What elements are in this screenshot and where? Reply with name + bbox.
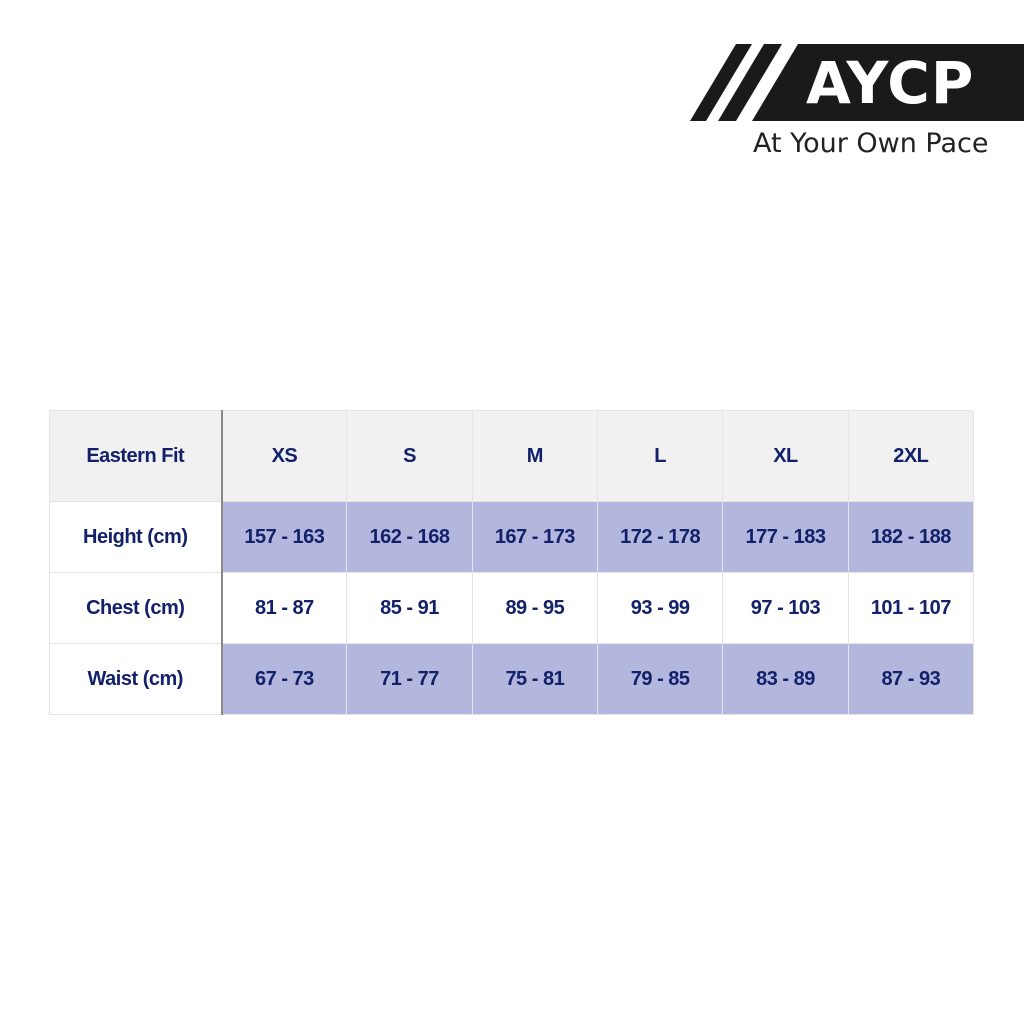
table-row-chest: Chest (cm) 81 - 87 85 - 91 89 - 95 93 - … <box>49 572 975 644</box>
table-cell: 83 - 89 <box>722 643 849 715</box>
table-cell: 97 - 103 <box>722 572 849 644</box>
table-cell: 177 - 183 <box>722 501 849 573</box>
table-cell: 101 - 107 <box>847 572 975 644</box>
table-cell: 75 - 81 <box>471 643 598 715</box>
logo-text: AYCP <box>806 49 975 117</box>
table-cell: 172 - 178 <box>596 501 724 573</box>
table-cell: 157 - 163 <box>220 501 348 573</box>
size-header: S <box>346 410 473 502</box>
table-cell: 167 - 173 <box>471 501 598 573</box>
row-label: Chest (cm) <box>49 572 223 644</box>
size-chart-table: Eastern Fit XS S M L XL 2XL Height (cm) … <box>49 410 975 715</box>
table-row-height: Height (cm) 157 - 163 162 - 168 167 - 17… <box>49 501 975 573</box>
size-header: XL <box>722 410 849 502</box>
table-cell: 81 - 87 <box>220 572 348 644</box>
brand-logo: AYCP <box>688 44 1024 122</box>
table-cell: 85 - 91 <box>346 572 473 644</box>
table-cell: 89 - 95 <box>471 572 598 644</box>
size-header: L <box>596 410 724 502</box>
table-cell: 71 - 77 <box>346 643 473 715</box>
table-cell: 93 - 99 <box>596 572 724 644</box>
table-cell: 87 - 93 <box>847 643 975 715</box>
header-row: Eastern Fit XS S M L XL 2XL <box>49 410 975 502</box>
brand-tagline: At Your Own Pace <box>753 128 989 159</box>
row-label: Waist (cm) <box>49 643 223 715</box>
table-cell: 162 - 168 <box>346 501 473 573</box>
corner-label: Eastern Fit <box>49 410 223 502</box>
size-header: XS <box>220 410 348 502</box>
table-cell: 67 - 73 <box>220 643 348 715</box>
table-row-waist: Waist (cm) 67 - 73 71 - 77 75 - 81 79 - … <box>49 643 975 715</box>
size-header: 2XL <box>847 410 975 502</box>
row-label: Height (cm) <box>49 501 223 573</box>
table-cell: 79 - 85 <box>596 643 724 715</box>
size-header: M <box>471 410 598 502</box>
table-cell: 182 - 188 <box>847 501 975 573</box>
